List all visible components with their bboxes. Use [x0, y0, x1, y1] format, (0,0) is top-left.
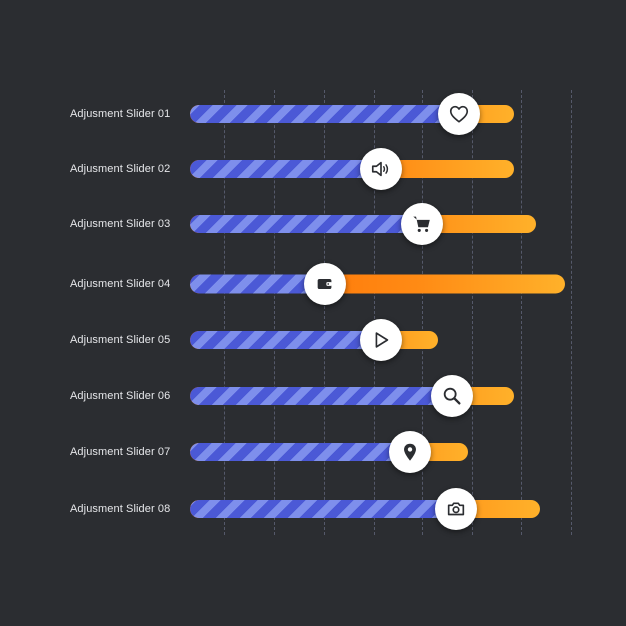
grid-line: [324, 90, 325, 535]
slider-fill: [190, 443, 410, 461]
slider-handle[interactable]: [431, 375, 474, 417]
slider-row-07: Adjusment Slider 07: [0, 430, 626, 474]
cart-icon: [413, 216, 430, 232]
slider-row-08: Adjusment Slider 08: [0, 487, 626, 531]
slider-fill: [190, 500, 456, 518]
slider-row-04: Adjusment Slider 04: [0, 262, 626, 306]
slider-row-05: Adjusment Slider 05: [0, 318, 626, 362]
slider-track[interactable]: [190, 105, 514, 123]
slider-label: Adjusment Slider 07: [70, 446, 171, 458]
slider-track[interactable]: [190, 160, 514, 178]
slider-fill: [190, 160, 382, 178]
slider-track[interactable]: [190, 274, 565, 294]
grid-line: [472, 90, 473, 535]
slider-track[interactable]: [190, 215, 536, 233]
slider-handle[interactable]: [304, 263, 346, 305]
slider-handle[interactable]: [435, 488, 477, 530]
slider-fill: [190, 105, 459, 123]
slider-fill: [190, 274, 325, 294]
slider-label: Adjusment Slider 06: [70, 390, 171, 402]
slider-handle[interactable]: [359, 319, 402, 361]
slider-fill: [190, 387, 453, 405]
wallet-icon: [317, 278, 332, 290]
slider-label: Adjusment Slider 04: [70, 278, 171, 290]
slider-handle[interactable]: [360, 148, 403, 190]
slider-row-06: Adjusment Slider 06: [0, 374, 626, 418]
slider-handle[interactable]: [400, 203, 443, 245]
slider-fill: [190, 331, 381, 349]
slider-row-02: Adjusment Slider 02: [0, 147, 626, 191]
slider-fill: [190, 215, 422, 233]
slider-label: Adjusment Slider 02: [70, 163, 171, 175]
grid-line: [374, 90, 375, 535]
slider-handle[interactable]: [388, 431, 431, 473]
location-icon: [403, 443, 416, 461]
grid-line: [571, 90, 572, 535]
slider-label: Adjusment Slider 05: [70, 334, 171, 346]
slider-row-03: Adjusment Slider 03: [0, 202, 626, 246]
grid-line: [274, 90, 275, 535]
slider-row-01: Adjusment Slider 01: [0, 92, 626, 136]
speaker-icon: [372, 161, 389, 177]
grid-line: [521, 90, 522, 535]
slider-handle[interactable]: [437, 93, 480, 135]
slider-label: Adjusment Slider 08: [70, 503, 171, 515]
slider-track[interactable]: [190, 500, 540, 518]
grid-line: [224, 90, 225, 535]
slider-label: Adjusment Slider 01: [70, 108, 171, 120]
search-icon: [444, 387, 461, 405]
camera-icon: [447, 502, 465, 516]
slider-label: Adjusment Slider 03: [70, 218, 171, 230]
heart-icon: [449, 105, 468, 123]
grid-line: [422, 90, 423, 535]
play-icon: [375, 332, 389, 348]
